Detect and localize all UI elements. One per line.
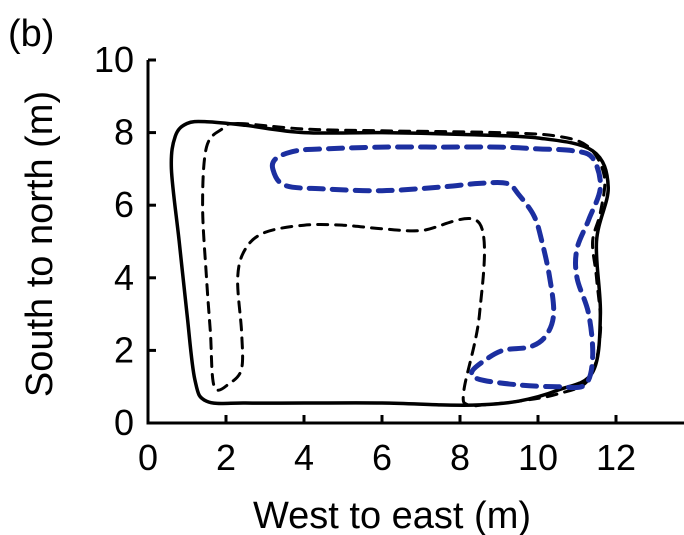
series-line-1 — [169, 119, 610, 407]
x-ticks: 0 2 4 6 8 10 12 — [138, 415, 636, 478]
x-tick-label: 12 — [596, 437, 636, 478]
x-tick-label: 0 — [138, 437, 158, 478]
y-ticks: 0 2 4 6 8 10 — [94, 39, 156, 443]
series-layer — [169, 119, 610, 408]
x-tick-label: 6 — [372, 437, 392, 478]
y-axis-title: South to north (m) — [19, 91, 61, 397]
x-tick-label: 2 — [216, 437, 236, 478]
y-tick-label: 6 — [114, 184, 134, 225]
series-line-3 — [269, 144, 603, 391]
y-tick-label: 0 — [114, 402, 134, 443]
x-tick-label: 8 — [450, 437, 470, 478]
x-tick-label: 4 — [294, 437, 314, 478]
x-tick-label: 10 — [518, 437, 558, 478]
panel-label: (b) — [8, 13, 54, 55]
y-tick-label: 8 — [114, 112, 134, 153]
series-line-2 — [201, 122, 607, 408]
y-tick-label: 4 — [114, 257, 134, 298]
y-tick-label: 2 — [114, 329, 134, 370]
x-axis-title: West to east (m) — [253, 495, 531, 535]
y-tick-label: 10 — [94, 39, 134, 80]
